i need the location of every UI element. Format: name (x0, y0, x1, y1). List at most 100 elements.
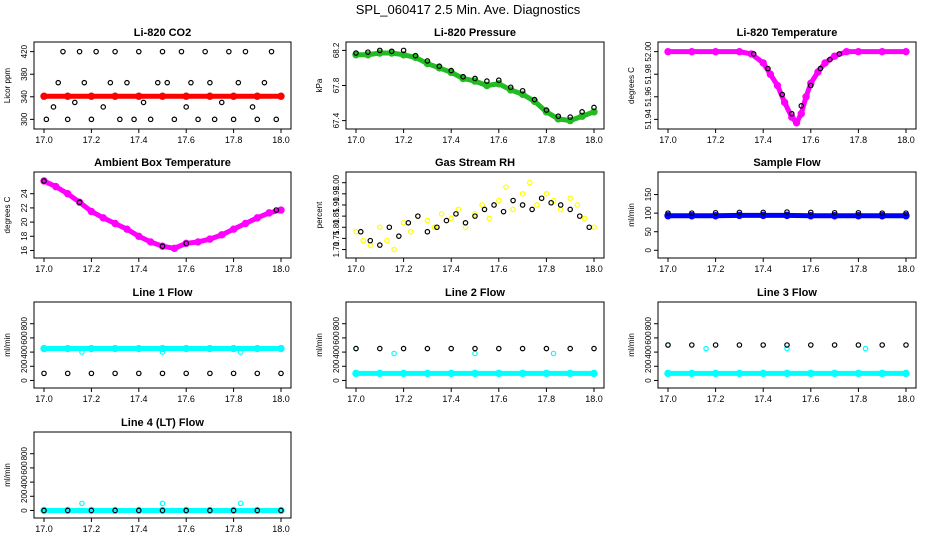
data-point (576, 213, 583, 219)
data-point (242, 48, 249, 55)
chart-title: Ambient Box Temperature (94, 157, 231, 169)
data-point (88, 370, 95, 377)
x-tick-label: 17.8 (850, 135, 868, 145)
x-tick-label: 17.0 (659, 264, 677, 274)
chart-panel: Li-820 CO2 Licor ppm 17.0 17.2 17.4 17.6 17.8 1… (3, 27, 292, 145)
y-tick-label: 51.94 (644, 109, 653, 130)
data-series (665, 342, 909, 348)
data-point (479, 202, 485, 208)
x-tick-label: 18.0 (272, 394, 290, 404)
data-point (41, 178, 47, 184)
x-tick-label: 17.8 (850, 394, 868, 404)
data-point (235, 79, 242, 86)
data-point (140, 99, 147, 106)
data-point (736, 209, 743, 216)
y-tick-label: 0 (20, 378, 29, 383)
data-point (784, 209, 790, 215)
x-tick-label: 18.0 (585, 264, 603, 274)
y-tick-label: 0 (20, 508, 29, 513)
y-tick-label: 1.75 (332, 230, 341, 246)
data-series (353, 345, 557, 357)
data-point (495, 77, 502, 84)
data-point (519, 345, 526, 352)
data-point (531, 96, 538, 103)
data-point (472, 345, 478, 352)
data-point (529, 206, 535, 213)
chart-panel: Sample Flow ml/min 17.0 17.2 17.4 17.6 17.8 18.… (627, 157, 917, 274)
data-series (41, 370, 284, 377)
x-tick-label: 17.0 (35, 524, 53, 534)
y-axis-label: degrees C (627, 67, 636, 104)
y-tick-label: 800 (20, 447, 29, 461)
y-tick-label: 380 (20, 67, 29, 81)
data-series (40, 344, 285, 353)
y-tick-label: 24 (20, 189, 29, 198)
x-tick-label: 17.6 (177, 264, 195, 274)
data-point (855, 209, 862, 216)
data-point (400, 47, 407, 54)
data-point (688, 210, 695, 216)
data-point (131, 116, 137, 123)
data-series (41, 178, 280, 250)
data-point (237, 349, 244, 355)
x-tick-label: 17.2 (707, 394, 725, 404)
y-axis-label: ml/min (627, 333, 636, 357)
y-axis-label: kPa (315, 78, 324, 92)
x-tick-label: 17.0 (347, 135, 365, 145)
data-point (507, 84, 514, 91)
data-series (79, 500, 244, 507)
data-point (519, 87, 526, 94)
y-tick-label: 0 (644, 248, 653, 253)
data-series (750, 51, 843, 117)
chart-panel: Ambient Box Temperature degrees C 17.0 17.2… (3, 157, 292, 274)
y-tick-label: 18 (20, 231, 29, 240)
y-tick-label: 400 (644, 345, 653, 359)
data-point (688, 342, 695, 348)
data-point (64, 116, 71, 123)
x-tick-label: 17.0 (35, 394, 53, 404)
y-tick-label: 68.2 (332, 42, 341, 58)
data-point (543, 191, 550, 197)
data-series (352, 49, 598, 125)
data-point (903, 210, 909, 216)
data-point (81, 79, 88, 86)
data-point (159, 500, 166, 507)
data-point (519, 202, 526, 208)
y-tick-label: 52.00 (644, 41, 653, 62)
data-series (357, 195, 593, 248)
data-point (112, 507, 118, 514)
data-point (510, 197, 516, 204)
data-point (93, 48, 99, 55)
plot-frame (345, 171, 605, 259)
x-tick-label: 17.8 (850, 264, 868, 274)
y-axis-label: degrees C (3, 196, 12, 233)
x-tick-label: 17.6 (490, 394, 508, 404)
data-point (712, 209, 719, 216)
y-tick-label: 0 (332, 378, 341, 383)
data-point (154, 79, 161, 86)
y-tick-label: 200 (20, 489, 29, 503)
data-point (273, 207, 280, 213)
x-tick-label: 17.2 (83, 524, 101, 534)
data-series (665, 342, 869, 352)
y-tick-label: 1.90 (332, 197, 341, 213)
data-point (472, 350, 478, 357)
data-point (436, 63, 443, 69)
y-tick-label: 600 (644, 331, 653, 345)
data-point (495, 197, 502, 204)
chart-title: Li-820 Pressure (434, 27, 516, 39)
x-tick-label: 17.6 (177, 135, 195, 145)
data-point (391, 350, 397, 357)
data-point (434, 224, 440, 231)
data-point (278, 370, 284, 377)
data-point (100, 104, 107, 110)
x-tick-label: 17.0 (659, 394, 677, 404)
data-point (448, 215, 455, 222)
data-series (40, 92, 285, 100)
data-point (712, 342, 719, 348)
data-point (798, 103, 805, 109)
data-point (481, 206, 488, 213)
data-point (500, 208, 507, 215)
data-point (230, 370, 237, 377)
data-point (855, 342, 862, 348)
